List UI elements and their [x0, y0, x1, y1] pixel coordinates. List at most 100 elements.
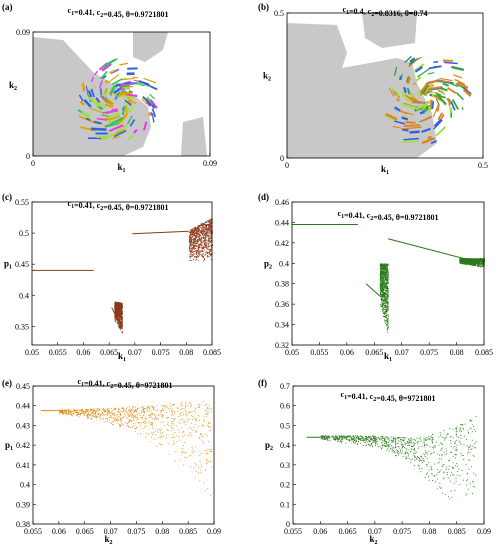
- orbit-point: [189, 243, 191, 245]
- orbit-point: [466, 258, 468, 260]
- orbit-point: [193, 410, 195, 412]
- orbit-point: [128, 420, 130, 422]
- orbit-point: [464, 262, 466, 264]
- orbit-point: [162, 432, 164, 434]
- orbit-point: [381, 295, 383, 297]
- orbit-point: [383, 299, 385, 301]
- orbit-point: [163, 407, 165, 409]
- orbit-point: [381, 304, 383, 305]
- orbit-point: [189, 254, 191, 256]
- orbit-point: [143, 421, 145, 423]
- orbit-point: [469, 258, 471, 260]
- basin-filament: [409, 57, 416, 63]
- orbit-point: [210, 249, 212, 251]
- orbit-point: [87, 411, 89, 413]
- orbit-point: [448, 459, 450, 461]
- orbit-point: [120, 414, 122, 416]
- orbit-point: [383, 268, 384, 270]
- orbit-point: [204, 242, 206, 243]
- basin-filament: [151, 104, 156, 109]
- orbit-point: [408, 453, 410, 455]
- basin-filament: [427, 135, 432, 140]
- bifurcation-panel-e: [40, 400, 213, 496]
- orbit-point: [459, 258, 461, 260]
- orbit-point: [469, 263, 471, 265]
- orbit-point: [114, 309, 116, 311]
- orbit-point: [381, 294, 383, 296]
- orbit-point: [195, 235, 197, 237]
- orbit-point: [90, 410, 92, 411]
- basin-filament: [401, 116, 409, 121]
- x-tick-label: 0.08: [179, 348, 193, 357]
- orbit-point: [207, 232, 209, 234]
- orbit-point: [121, 411, 123, 413]
- orbit-point: [71, 411, 73, 412]
- orbit-point: [207, 224, 209, 226]
- basin-filament: [384, 114, 396, 121]
- basin-filament: [462, 86, 472, 95]
- orbit-point: [472, 258, 474, 260]
- orbit-point: [465, 261, 467, 263]
- orbit-point: [194, 462, 196, 464]
- orbit-point: [207, 426, 209, 428]
- orbit-point: [89, 409, 91, 410]
- orbit-point: [386, 272, 388, 274]
- orbit-point: [185, 411, 187, 413]
- orbit-point: [148, 421, 150, 423]
- orbit-point: [188, 418, 190, 420]
- orbit-point: [462, 260, 464, 262]
- orbit-point: [199, 231, 200, 233]
- orbit-point: [380, 281, 382, 283]
- orbit-point: [465, 263, 467, 265]
- y-tick-label: 0.36: [275, 300, 289, 309]
- orbit-point: [387, 271, 389, 273]
- orbit-point: [210, 259, 212, 261]
- orbit-point: [120, 311, 122, 313]
- orbit-point: [110, 415, 111, 417]
- orbit-point: [379, 295, 381, 297]
- orbit-point: [168, 409, 170, 411]
- orbit-point: [384, 285, 386, 287]
- orbit-point: [197, 251, 199, 253]
- orbit-point: [379, 288, 381, 290]
- orbit-point: [476, 261, 477, 263]
- orbit-point: [80, 413, 82, 414]
- orbit-point: [194, 424, 196, 426]
- orbit-point: [84, 410, 86, 412]
- x-tick-label: 0: [31, 159, 35, 168]
- orbit-point: [385, 267, 387, 269]
- orbit-point: [382, 275, 384, 277]
- orbit-point: [385, 279, 386, 281]
- orbit-point: [116, 313, 118, 315]
- orbit-point: [385, 276, 387, 278]
- orbit-point: [465, 262, 467, 264]
- orbit-point: [136, 410, 138, 412]
- orbit-point: [474, 442, 476, 444]
- orbit-point: [196, 431, 198, 433]
- orbit-point: [135, 422, 137, 424]
- orbit-point: [383, 288, 385, 290]
- orbit-point: [460, 259, 462, 261]
- orbit-point: [384, 287, 386, 289]
- orbit-point: [207, 256, 209, 257]
- orbit-point: [175, 450, 177, 452]
- orbit-point: [196, 241, 198, 243]
- orbit-point: [134, 409, 136, 411]
- orbit-point: [468, 258, 470, 260]
- orbit-point: [387, 278, 389, 280]
- orbit-point: [379, 287, 381, 289]
- orbit-point: [190, 241, 192, 242]
- orbit-point: [468, 263, 470, 265]
- orbit-point: [209, 218, 211, 220]
- orbit-point: [94, 413, 96, 415]
- y-axis-label: p1: [5, 440, 13, 452]
- orbit-point: [171, 423, 173, 425]
- orbit-point: [385, 282, 387, 284]
- orbit-point: [114, 309, 116, 311]
- orbit-point: [116, 315, 118, 317]
- orbit-point: [156, 419, 158, 421]
- orbit-point: [197, 226, 198, 228]
- orbit-point: [207, 221, 209, 223]
- orbit-point: [196, 420, 198, 422]
- x-tick-label: 0.06: [76, 348, 90, 357]
